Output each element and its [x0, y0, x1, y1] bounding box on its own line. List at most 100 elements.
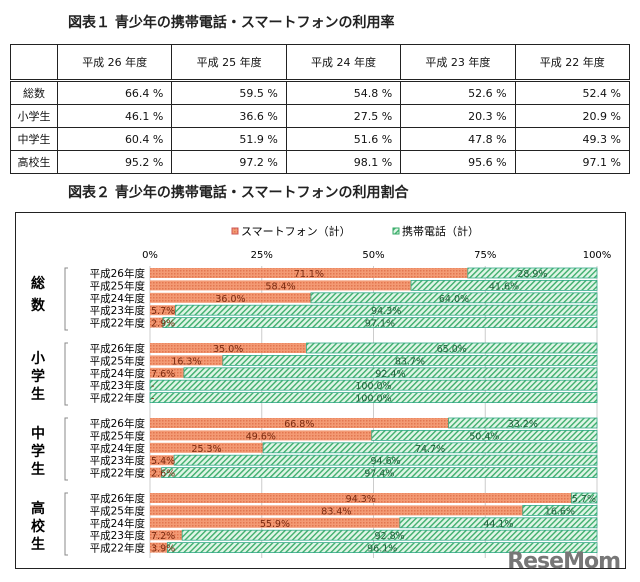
cell: 51.6 % [285, 127, 402, 151]
data-label-mobile: 33.2% [508, 419, 538, 430]
category-label: 平成22年度 [90, 317, 146, 330]
col-header: 平成 24 年度 [285, 44, 402, 81]
col-header: 平成 26 年度 [56, 44, 173, 81]
data-label-mobile: 97.4% [364, 469, 394, 480]
category-label: 平成26年度 [90, 417, 146, 430]
data-label-mobile: 50.4% [469, 431, 499, 442]
col-header: 平成 23 年度 [400, 44, 516, 81]
bar-smartphone [150, 493, 572, 503]
cell: 49.3 % [514, 127, 631, 151]
bar-mobile [467, 267, 598, 279]
category-label: 平成23年度 [90, 379, 146, 392]
row-label: 高校生 [10, 150, 58, 174]
data-label-smartphone: 55.9% [260, 519, 290, 530]
group-label: 生 [31, 386, 45, 403]
data-label-smartphone: 35.0% [213, 344, 243, 355]
bar-mobile [399, 517, 598, 529]
bar-mobile [222, 354, 598, 366]
bar-smartphone [150, 467, 162, 478]
group-label: 学 [31, 443, 45, 460]
bar-mobile [149, 379, 598, 391]
bar-smartphone [150, 505, 523, 516]
bar-mobile [167, 542, 598, 553]
data-label-smartphone: 5.7% [151, 306, 175, 317]
bar-smartphone [150, 530, 183, 541]
category-label: 平成24年度 [90, 517, 146, 530]
group-bracket [64, 342, 68, 406]
data-label-mobile: 16.6% [545, 506, 575, 517]
bar-smartphone [150, 367, 184, 378]
bar-mobile [571, 492, 598, 504]
category-label: 平成24年度 [90, 367, 146, 380]
bar-smartphone [150, 542, 168, 553]
data-label-mobile: 65.0% [437, 344, 467, 355]
col-header: 平成 25 年度 [171, 44, 287, 81]
legend-swatch-mobile [392, 227, 400, 235]
chart-frame [15, 212, 626, 569]
group-label: 生 [31, 461, 45, 478]
group-label: 数 [31, 297, 46, 314]
cell: 59.5 % [171, 80, 287, 105]
category-label: 平成23年度 [90, 454, 146, 467]
data-label-mobile: 92.8% [374, 531, 404, 542]
bar-mobile [181, 529, 598, 541]
data-label-smartphone: 5.4% [151, 456, 175, 467]
bar-smartphone [150, 455, 175, 466]
row-label: 総数 [10, 80, 58, 105]
cell: 95.6 % [400, 150, 516, 174]
group-label: 学 [31, 368, 45, 385]
bar-mobile [306, 342, 598, 354]
tick-label: 100% [583, 250, 612, 261]
data-label-mobile: 83.7% [395, 356, 425, 367]
tick-label: 75% [474, 250, 496, 261]
category-label: 平成24年度 [90, 442, 146, 455]
group-label: 生 [31, 536, 45, 553]
bar-mobile [173, 454, 598, 466]
category-label: 平成25年度 [90, 354, 146, 367]
data-label-smartphone: 7.6% [151, 369, 175, 380]
category-label: 平成26年度 [90, 342, 146, 355]
data-label-mobile: 41.6% [489, 281, 519, 292]
bar-mobile [371, 429, 598, 441]
data-label-mobile: 5.7% [572, 494, 596, 505]
group-label: 小 [31, 351, 45, 367]
cell: 95.2 % [56, 150, 173, 174]
data-label-smartphone: - [151, 394, 154, 405]
figure2-title: 図表２ 青少年の携帯電話・スマートフォンの利用割合 [68, 185, 409, 201]
tick-label: 50% [362, 250, 384, 261]
data-label-smartphone: - [151, 381, 154, 392]
cell: 97.2 % [171, 150, 287, 174]
bar-smartphone [150, 343, 307, 353]
data-label-mobile: 92.4% [375, 369, 405, 380]
bar-mobile [149, 392, 598, 404]
cell: 27.5 % [285, 104, 402, 128]
data-label-smartphone: 7.2% [151, 531, 175, 542]
bar-mobile [175, 304, 598, 316]
tick-label: 25% [251, 250, 273, 261]
table-row: 中学生 60.4 % 51.9 % 51.6 % 47.8 % 49.3 % [10, 127, 631, 151]
category-label: 平成25年度 [90, 429, 146, 442]
legend-swatch-smartphone [231, 227, 239, 235]
table-row: 総数 66.4 % 59.5 % 54.8 % 52.6 % 52.4 % [10, 80, 631, 105]
bar-smartphone [150, 430, 372, 441]
data-label-smartphone: 3.9% [151, 544, 175, 555]
bar-smartphone [150, 305, 176, 316]
table-row: 高校生 95.2 % 97.2 % 98.1 % 95.6 % 97.1 % [10, 150, 631, 174]
data-label-smartphone: 36.0% [215, 294, 245, 305]
category-label: 平成22年度 [90, 392, 146, 405]
col-header: 平成 22 年度 [514, 44, 631, 81]
bar-smartphone [150, 442, 264, 453]
data-label-smartphone: 58.4% [265, 281, 295, 292]
data-label-mobile: 100.0% [355, 381, 391, 392]
group-label: 中 [31, 425, 45, 442]
data-label-smartphone: 66.8% [284, 419, 314, 430]
row-label: 小学生 [10, 104, 58, 128]
cell: 98.1 % [285, 150, 402, 174]
bar-mobile [183, 367, 598, 379]
data-label-smartphone: 71.1% [294, 269, 324, 280]
tick-label: 0% [142, 250, 158, 261]
bar-mobile [310, 292, 598, 304]
data-label-mobile: 96.1% [367, 544, 397, 555]
bar-mobile [410, 279, 598, 291]
